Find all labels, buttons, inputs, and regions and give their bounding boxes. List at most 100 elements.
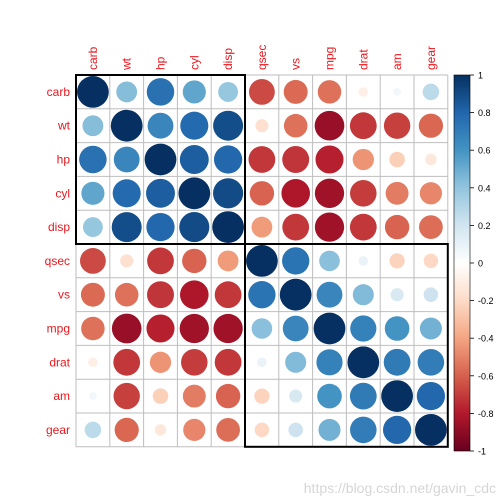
- corr-circle-hp-cyl: [179, 145, 209, 174]
- corr-circle-carb-wt: [116, 81, 138, 103]
- corr-circle-carb-vs: [283, 79, 308, 104]
- corr-circle-carb-hp: [146, 78, 175, 106]
- corr-circle-mpg-vs: [282, 315, 309, 342]
- corr-circle-hp-mpg: [315, 145, 344, 174]
- row-label-gear: gear: [46, 423, 70, 437]
- col-label-mpg: mpg: [323, 47, 337, 70]
- col-label-wt: wt: [120, 57, 134, 71]
- color-bar-tick-label: -0.6: [478, 371, 494, 381]
- corr-circle-gear-drat: [350, 416, 377, 444]
- corr-circle-am-hp: [152, 388, 169, 404]
- corr-circle-disp-disp: [212, 211, 244, 243]
- corr-circle-cyl-vs: [281, 179, 311, 208]
- corr-circle-qsec-am: [389, 253, 405, 269]
- corr-circle-vs-hp: [147, 281, 174, 309]
- corr-circle-wt-cyl: [180, 111, 209, 140]
- color-bar-tick-label: -0.8: [478, 409, 494, 419]
- color-bar-tick-label: -0.4: [478, 334, 494, 344]
- corr-circle-disp-mpg: [314, 212, 345, 242]
- corr-circle-wt-wt: [110, 109, 143, 142]
- corr-circle-carb-carb: [77, 76, 109, 108]
- col-label-am: am: [390, 53, 404, 70]
- corr-circle-gear-disp: [216, 418, 240, 442]
- corr-circle-vs-drat: [352, 284, 374, 306]
- corr-circle-gear-mpg: [318, 418, 341, 441]
- color-bar-tick-label: 0.2: [478, 221, 491, 231]
- col-label-hp: hp: [154, 56, 168, 70]
- col-label-carb: carb: [86, 46, 100, 70]
- corr-circle-qsec-vs: [282, 247, 310, 275]
- corr-circle-mpg-wt: [111, 313, 142, 344]
- row-label-hp: hp: [57, 153, 71, 167]
- corr-circle-mpg-gear: [419, 317, 442, 340]
- corr-circle-mpg-hp: [146, 314, 175, 343]
- corr-circle-wt-qsec: [255, 119, 269, 133]
- col-label-cyl: cyl: [187, 55, 201, 70]
- corr-circle-qsec-disp: [217, 250, 239, 272]
- corr-circle-hp-disp: [213, 145, 243, 174]
- corr-circle-wt-mpg: [314, 110, 345, 141]
- corr-circle-wt-vs: [283, 113, 308, 138]
- corr-circle-vs-am: [390, 288, 404, 302]
- corr-circle-am-carb: [89, 392, 97, 400]
- corr-circle-am-drat: [349, 382, 377, 410]
- corr-circle-am-vs: [289, 389, 303, 403]
- corr-circle-wt-gear: [418, 113, 443, 138]
- corr-circle-drat-wt: [113, 348, 141, 376]
- corr-circle-am-qsec: [254, 388, 270, 404]
- corr-circle-wt-hp: [147, 112, 174, 139]
- corr-circle-wt-drat: [349, 112, 377, 140]
- corr-circle-qsec-gear: [423, 253, 439, 269]
- corr-circle-cyl-hp: [146, 178, 175, 208]
- corr-circle-am-gear: [416, 381, 446, 411]
- row-label-vs: vs: [58, 288, 70, 302]
- corr-circle-am-cyl: [182, 384, 206, 408]
- corr-circle-vs-carb: [80, 282, 105, 307]
- corr-circle-drat-vs: [285, 351, 307, 373]
- corr-circle-qsec-drat: [358, 256, 369, 266]
- corr-circle-vs-qsec: [248, 281, 276, 309]
- corr-circle-gear-am: [382, 415, 412, 445]
- corr-circle-carb-disp: [218, 81, 239, 102]
- corr-circle-mpg-carb: [81, 316, 105, 341]
- corr-circle-hp-drat: [352, 148, 374, 171]
- color-bar-tick-label: 0.6: [478, 146, 491, 156]
- corr-circle-cyl-mpg: [314, 178, 345, 208]
- corr-circle-hp-gear: [425, 153, 437, 166]
- corr-circle-hp-qsec: [248, 146, 276, 173]
- color-bar: [453, 74, 471, 452]
- corr-circle-gear-vs: [288, 422, 303, 438]
- corr-circle-drat-carb: [88, 357, 98, 368]
- corr-circle-gear-cyl: [183, 418, 206, 442]
- corr-circle-cyl-cyl: [178, 177, 211, 210]
- corr-circle-wt-disp: [213, 110, 244, 141]
- col-label-qsec: qsec: [255, 45, 269, 70]
- corr-circle-vs-cyl: [180, 280, 209, 310]
- corr-circle-carb-am: [393, 88, 401, 96]
- color-bar-tick-label: 1: [478, 71, 483, 81]
- corr-circle-drat-disp: [214, 348, 242, 376]
- corr-circle-mpg-am: [384, 316, 410, 341]
- corr-circle-vs-disp: [214, 281, 242, 309]
- corr-circle-qsec-wt: [120, 254, 134, 268]
- corr-circle-cyl-carb: [81, 181, 105, 205]
- row-label-disp: disp: [48, 220, 70, 234]
- corr-circle-hp-wt: [113, 146, 140, 173]
- corr-circle-cyl-am: [385, 181, 409, 205]
- corr-circle-mpg-qsec: [251, 318, 273, 339]
- corr-circle-disp-vs: [282, 213, 310, 241]
- corr-circle-carb-cyl: [182, 80, 206, 104]
- corr-circle-wt-carb: [82, 115, 104, 137]
- color-bar-tick-label: -1: [478, 447, 486, 457]
- corr-circle-qsec-hp: [147, 247, 174, 275]
- corr-circle-drat-hp: [149, 351, 172, 373]
- corr-circle-mpg-mpg: [313, 312, 346, 345]
- corr-circle-disp-qsec: [251, 216, 273, 238]
- corr-circle-am-mpg: [317, 383, 342, 409]
- col-label-vs: vs: [289, 58, 303, 70]
- corr-circle-disp-cyl: [179, 212, 210, 243]
- corr-circle-disp-wt: [111, 212, 142, 243]
- corr-circle-vs-vs: [279, 278, 312, 311]
- corr-circle-mpg-drat: [350, 315, 377, 342]
- color-bar-tick-label: 0.4: [478, 183, 491, 193]
